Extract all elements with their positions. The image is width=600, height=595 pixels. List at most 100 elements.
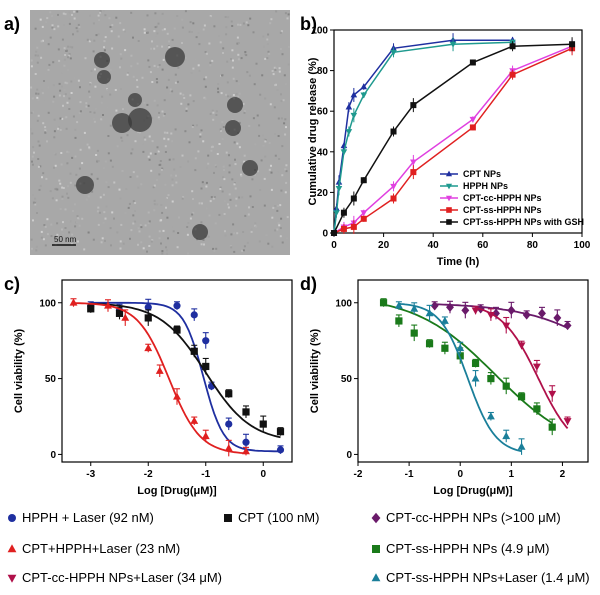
nanoparticle [192, 224, 208, 240]
b-data-point [390, 183, 397, 190]
d-data-point [430, 301, 439, 311]
d-data-point [379, 299, 388, 307]
c-data-point [115, 309, 124, 317]
d-data-point [548, 390, 557, 399]
panel-c-letter: c) [4, 274, 20, 294]
c-data-point [104, 301, 112, 309]
bottom-legend-marker [7, 574, 17, 583]
d-x-axis-title: Log [Drug(μM)] [433, 485, 513, 497]
d-data-point [548, 423, 556, 431]
nanoparticle [227, 97, 243, 113]
b-legend-label: CPT-ss-HPPH NPs [463, 205, 542, 215]
c-data-point [276, 428, 285, 436]
c-data-point [242, 408, 250, 416]
b-x-tick-label: 80 [527, 240, 539, 251]
d-fit-curve [398, 302, 522, 453]
b-x-tick-label: 0 [331, 240, 337, 251]
d-data-point [507, 305, 516, 316]
c-data-point [87, 305, 95, 313]
b-y-tick-label: 20 [317, 188, 329, 199]
b-data-point [335, 185, 343, 192]
c-data-point [144, 303, 152, 311]
c-data-point [202, 362, 210, 371]
d-data-point [461, 305, 470, 316]
d-data-point [394, 301, 403, 309]
c-data-point [173, 326, 181, 334]
c-x-tick-label: -1 [201, 469, 210, 480]
b-data-point [410, 169, 417, 176]
b-data-point [340, 209, 347, 216]
bottom-legend-label: CPT-ss-HPPH NPs (4.9 μM) [386, 541, 550, 556]
nanoparticle [165, 47, 185, 67]
c-data-point [225, 420, 233, 428]
d-data-point [410, 304, 419, 312]
bottom-legend: HPPH + Laser (92 nM) CPT (100 nM) CPT-cc-H… [7, 510, 590, 585]
b-data-point [390, 49, 397, 56]
c-data-point [225, 390, 233, 398]
b-data-point [509, 71, 516, 78]
d-x-tick-label: 2 [560, 469, 566, 480]
bottom-legend-marker [371, 512, 381, 524]
b-x-tick-label: 60 [477, 240, 489, 251]
b-legend-marker [445, 195, 453, 202]
d-data-point [441, 344, 449, 352]
bottom-legend-label: CPT-cc-HPPH NPs+Laser (34 μM) [22, 570, 222, 585]
b-legend-label: HPPH NPs [463, 181, 508, 191]
d-data-point [522, 310, 531, 320]
bottom-legend-marker [371, 573, 381, 582]
d-data-point [425, 309, 434, 317]
b-legend-marker [445, 183, 453, 190]
b-data-point [410, 102, 417, 109]
d-data-point [553, 313, 562, 323]
b-data-point [333, 210, 340, 217]
d-plot-frame [357, 279, 589, 463]
nanoparticle [76, 176, 94, 194]
viability-chart-c: -3 -2 -1 0 0 50 100 Log [Drug(μM)] Cell viabilit… [13, 279, 293, 497]
bottom-legend-label: CPT+HPPH+Laser (23 nM) [22, 541, 180, 556]
d-data-point [456, 343, 465, 352]
d-y-tick-label: 50 [341, 374, 353, 385]
c-data-point [69, 298, 78, 306]
b-data-point [360, 210, 368, 217]
b-data-point [350, 223, 357, 230]
b-data-point [340, 149, 348, 156]
c-data-point [121, 313, 130, 321]
bottom-legend-marker [224, 514, 232, 522]
bottom-legend-label: CPT-cc-HPPH NPs (>100 μM) [386, 510, 561, 525]
c-data-point [276, 446, 285, 454]
d-y-tick-label: 100 [335, 298, 352, 309]
b-data-point [350, 195, 357, 202]
c-data-point [190, 311, 198, 319]
d-data-point [486, 312, 495, 320]
d-y-axis-title: Cell viability (%) [309, 328, 321, 413]
d-data-point [471, 307, 480, 315]
c-data-point [173, 302, 181, 310]
c-y-tick-label: 100 [39, 298, 56, 309]
b-data-point [340, 225, 347, 232]
d-data-point [502, 431, 511, 440]
viability-chart-d: -2 -1 0 1 2 0 50 100 Log [Drug(μM)] Cell viabilit… [309, 279, 589, 497]
d-data-point [563, 320, 572, 331]
b-legend-label: CPT NPs [463, 169, 501, 179]
panel-d-letter: d) [300, 274, 317, 294]
d-data-point [538, 308, 546, 319]
b-legend-label: CPT-cc-HPPH NPs [463, 193, 542, 203]
nanoparticle [242, 160, 258, 176]
d-data-point [533, 405, 541, 413]
c-data-point [190, 416, 199, 424]
b-data-point [345, 103, 353, 110]
c-fit-curve [90, 301, 281, 453]
b-y-tick-label: 100 [311, 26, 328, 37]
b-legend-marker [446, 219, 452, 225]
panel-a-letter: a) [4, 14, 20, 34]
b-data-point [449, 41, 457, 48]
c-data-point [224, 444, 233, 452]
nanoparticle [128, 108, 152, 132]
c-data-point [173, 392, 181, 400]
c-fit-curve [73, 302, 247, 455]
d-data-point [517, 442, 526, 450]
b-legend-label: CPT-ss-HPPH NPs with GSH [463, 217, 584, 227]
c-fit-curve [90, 302, 281, 439]
b-data-point [350, 91, 358, 98]
c-data-point [202, 337, 210, 345]
